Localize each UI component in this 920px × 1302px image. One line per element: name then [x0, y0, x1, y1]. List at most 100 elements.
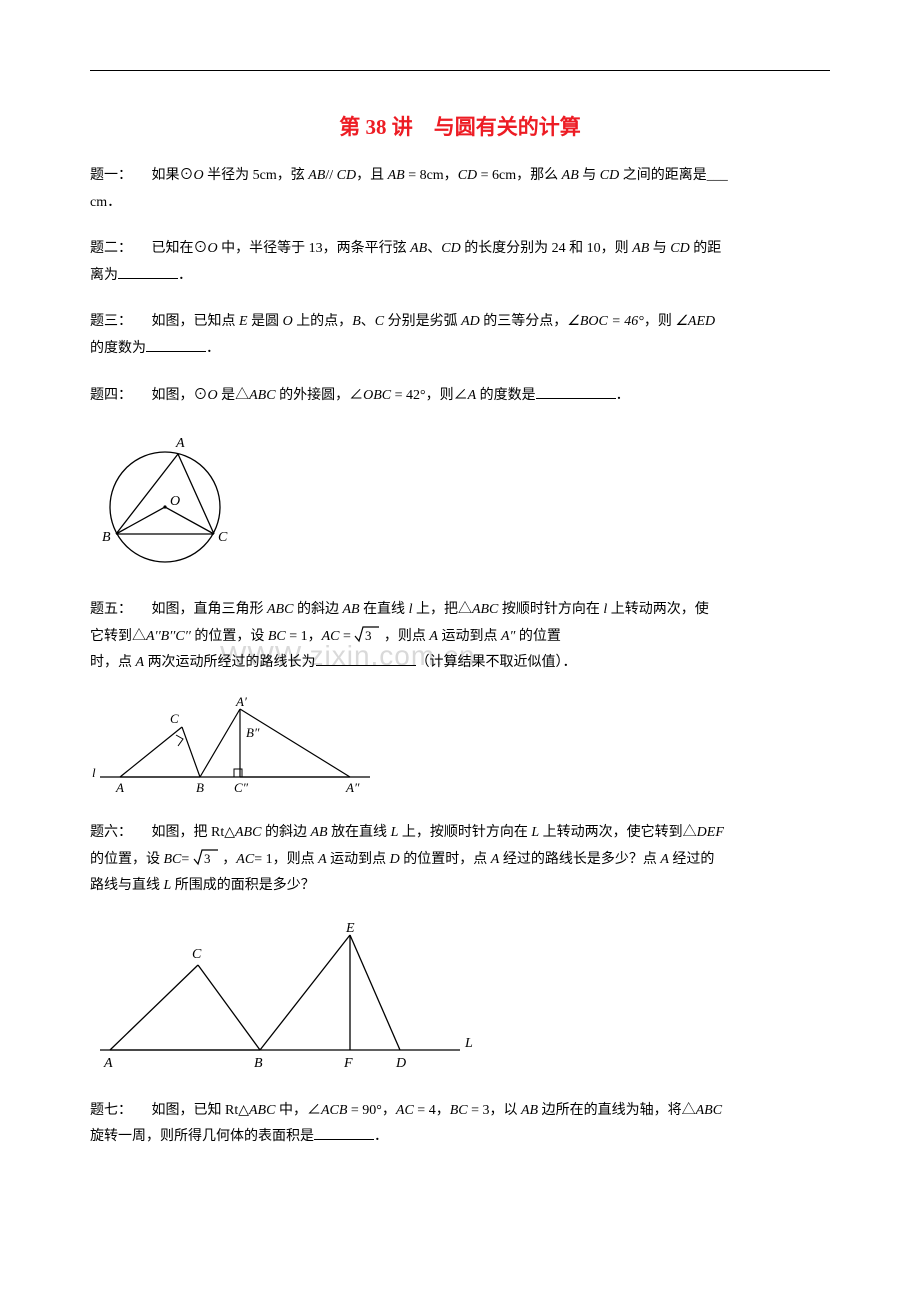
text: ，且	[356, 168, 388, 183]
var-AB: AB	[388, 168, 405, 183]
text: 的斜边	[261, 825, 310, 840]
text: = 90°，	[347, 1103, 396, 1118]
text: 的长度分别为 24 和 10，则	[461, 241, 633, 256]
figure-4-svg: A B C O	[90, 429, 250, 579]
text: 的度数是	[476, 388, 536, 403]
point-O	[163, 506, 166, 509]
answer-blank	[316, 652, 416, 666]
right-angle-mark	[176, 735, 183, 746]
label-Aprime: A′	[235, 697, 247, 709]
problem-7: 题七： 如图，已知 Rt△ABC 中，∠ACB = 90°，AC = 4，BC …	[90, 1098, 830, 1151]
var-DEF: DEF	[697, 825, 724, 840]
label-L: L	[464, 1036, 473, 1051]
label-E: E	[345, 921, 355, 936]
var-ACB: ACB	[321, 1103, 347, 1118]
var-ABC: ABC	[249, 1103, 275, 1118]
text: 是圆	[248, 314, 283, 329]
sqrt3-icon: 3	[193, 847, 219, 874]
svg-text:3: 3	[365, 628, 372, 643]
text: 路线与直线	[90, 878, 164, 893]
text: 放在直线	[328, 825, 391, 840]
text: ．	[206, 341, 220, 356]
svg-text:3: 3	[204, 851, 211, 866]
line-AppAprime	[240, 709, 350, 777]
var-AB: AB	[410, 241, 427, 256]
text: 按顺时针方向在	[498, 602, 603, 617]
text: 的度数为	[90, 341, 146, 356]
figure-6: A B C E F D L	[90, 920, 830, 1080]
text: ，则点	[384, 629, 430, 644]
text: 它转到△	[90, 629, 146, 644]
label-App: A″	[345, 780, 360, 795]
label-A: A	[115, 780, 124, 795]
text: ，	[222, 852, 236, 867]
answer-blank	[118, 265, 178, 279]
line-ED	[350, 935, 400, 1050]
var-A: A	[318, 852, 327, 867]
var-L: L	[531, 825, 539, 840]
var-O: O	[283, 314, 293, 329]
problem-2: 题二： 已知在⊙O 中，半径等于 13，两条平行弦 AB、CD 的长度分别为 2…	[90, 236, 830, 289]
text: = 1，	[286, 629, 322, 644]
top-rule	[90, 70, 830, 71]
var-AC: AC	[396, 1103, 414, 1118]
text: ．	[616, 388, 630, 403]
text: 的三等分点，	[480, 314, 568, 329]
var-A2B2C2: A′′B′′C′′	[146, 629, 191, 644]
var-AC: AC	[236, 852, 254, 867]
text: 所围成的面积是多少？	[171, 878, 315, 893]
line-BAprime	[200, 709, 240, 777]
problem-7-label: 题七：	[90, 1098, 148, 1125]
line-AC	[178, 454, 214, 534]
var-AB: AB	[308, 168, 325, 183]
angle-BOC: ∠BOC = 46°	[567, 314, 644, 329]
text: 旋转一周，则所得几何体的表面积是	[90, 1129, 314, 1144]
text: 上，按顺时针方向在	[398, 825, 531, 840]
var-AB: AB	[521, 1103, 538, 1118]
text: 的位置时，点	[400, 852, 491, 867]
label-B: B	[196, 780, 204, 795]
label-C: C	[218, 530, 228, 545]
text: 时，点	[90, 655, 136, 670]
var-ABC: ABC	[267, 602, 293, 617]
text: 上，把△	[412, 602, 472, 617]
text: 已知在⊙	[152, 241, 208, 256]
var-AB: AB	[562, 168, 579, 183]
line-BE	[260, 935, 350, 1050]
var-ABC: ABC	[696, 1103, 722, 1118]
var-CD: CD	[458, 168, 477, 183]
line-OC	[165, 507, 214, 534]
text: 上转动两次，使它转到△	[539, 825, 697, 840]
text: = 6cm，那么	[477, 168, 562, 183]
text: 边所在的直线为轴，将△	[538, 1103, 696, 1118]
var-O: O	[208, 388, 218, 403]
text: ，则	[644, 314, 676, 329]
label-O: O	[170, 494, 180, 509]
text: 两次运动所经过的路线长为	[144, 655, 316, 670]
var-BC: BC	[164, 852, 182, 867]
text: =	[340, 629, 351, 644]
text: 经过的	[669, 852, 715, 867]
text: = 3，以	[468, 1103, 521, 1118]
text: 的位置，设	[90, 852, 164, 867]
label-l: l	[92, 765, 96, 780]
page-title: 第 38 讲 与圆有关的计算	[90, 111, 830, 141]
problem-2-label: 题二：	[90, 236, 148, 263]
line-AB	[116, 454, 178, 534]
text: 上的点，	[293, 314, 353, 329]
text: 分别是劣弧	[384, 314, 461, 329]
text: cm．	[90, 195, 121, 210]
figure-6-svg: A B C E F D L	[90, 920, 490, 1080]
sqrt3-icon: 3	[354, 624, 380, 651]
problem-6: 题六： 如图，把 Rt△ABC 的斜边 AB 放在直线 L 上，按顺时针方向在 …	[90, 820, 830, 900]
text: 如果⊙	[152, 168, 194, 183]
figure-5: l A B C A′ B″ C″ A″	[90, 697, 830, 802]
text: =	[181, 852, 189, 867]
text: 与	[649, 241, 670, 256]
text: ．	[374, 1129, 388, 1144]
var-D: D	[390, 852, 400, 867]
label-A: A	[175, 436, 185, 451]
line-CA	[120, 727, 182, 777]
var-O: O	[194, 168, 204, 183]
figure-4: A B C O	[90, 429, 830, 579]
